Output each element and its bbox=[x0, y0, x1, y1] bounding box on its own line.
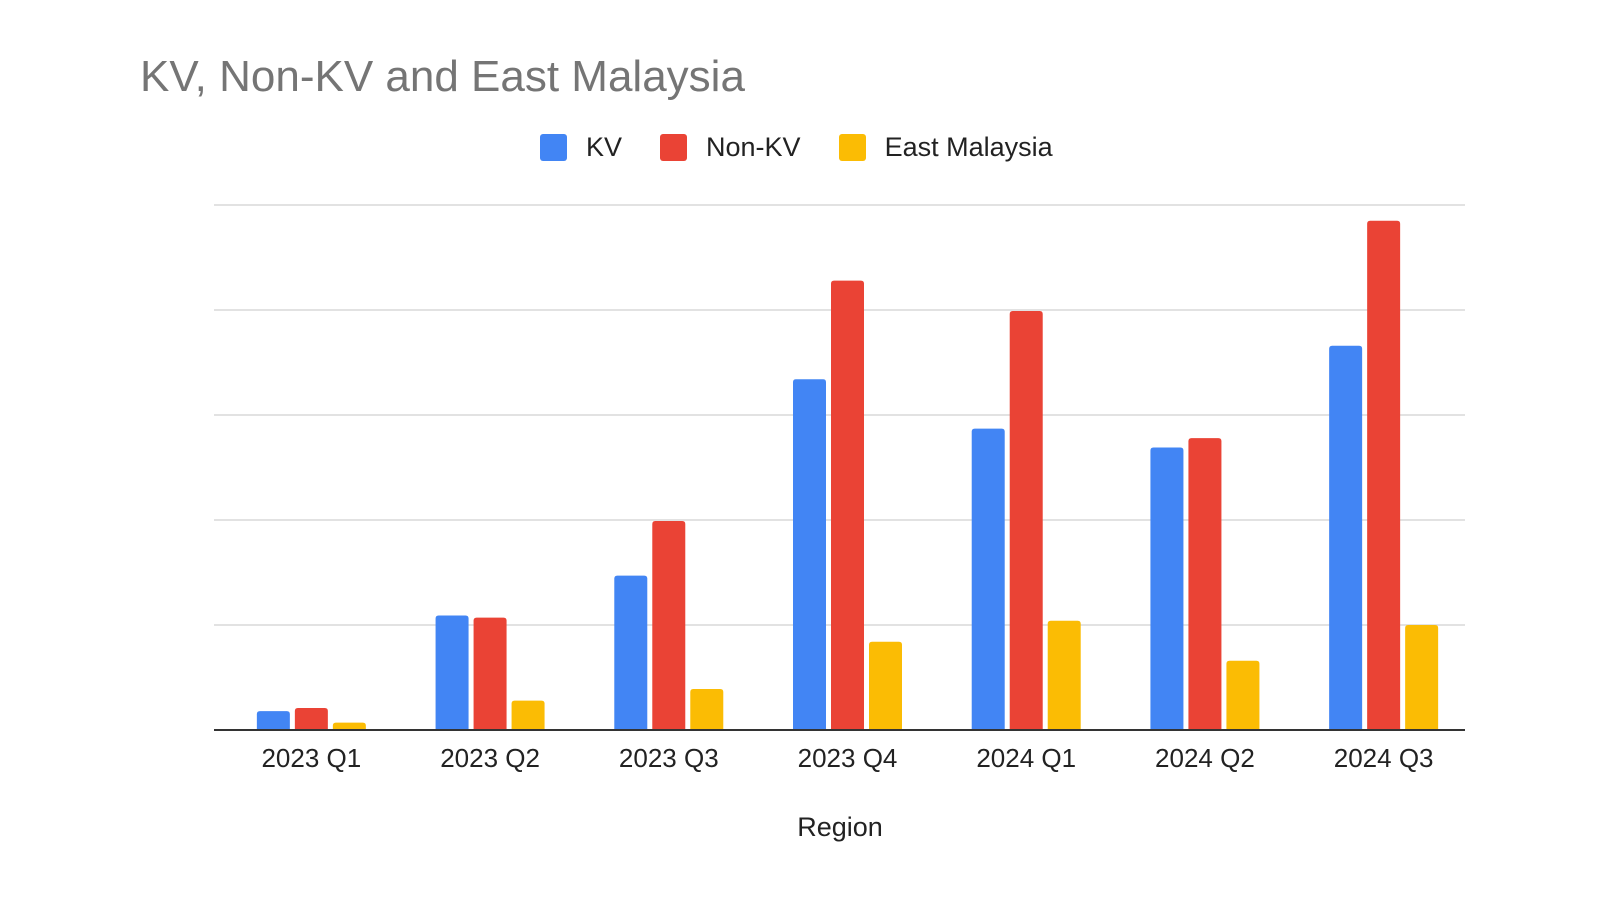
bar-non-kv-2024-q3 bbox=[1367, 220, 1401, 730]
chart-legend: KV Non-KV East Malaysia bbox=[540, 130, 1091, 164]
x-tick-label: 2024 Q3 bbox=[1334, 743, 1434, 773]
x-tick-label: 2024 Q1 bbox=[976, 743, 1076, 773]
legend-item-0: KV bbox=[540, 132, 622, 163]
chart-title: KV, Non-KV and East Malaysia bbox=[140, 52, 745, 101]
legend-item-1: Non-KV bbox=[660, 132, 801, 163]
bar-east-malaysia-2023-q2 bbox=[511, 700, 545, 730]
bar-non-kv-2023-q3 bbox=[652, 521, 686, 730]
bar-east-malaysia-2023-q3 bbox=[690, 689, 724, 730]
x-tick-label: 2024 Q2 bbox=[1155, 743, 1255, 773]
bar-non-kv-2023-q4 bbox=[831, 280, 864, 730]
x-tick-labels: 2023 Q1 2023 Q2 2023 Q3 2023 Q4 2024 Q1 2024 … bbox=[261, 743, 1433, 773]
legend-label: East Malaysia bbox=[884, 131, 1053, 162]
bar-kv-2024-q1 bbox=[971, 428, 1005, 730]
bar-non-kv-2023-q1 bbox=[294, 707, 328, 730]
bar-non-kv-2024-q1 bbox=[1009, 311, 1043, 730]
bar-east-malaysia-2023-q1 bbox=[332, 722, 366, 730]
bar-kv-2023-q2 bbox=[435, 615, 469, 730]
x-tick-label: 2023 Q1 bbox=[261, 743, 361, 773]
bar-kv-2023-q3 bbox=[614, 575, 648, 730]
bar-east-malaysia-2024-q3 bbox=[1405, 625, 1439, 730]
legend-swatch bbox=[838, 133, 866, 161]
bar-non-kv-2024-q2 bbox=[1188, 438, 1222, 730]
x-tick-label: 2023 Q2 bbox=[440, 743, 540, 773]
x-tick-label: 2023 Q4 bbox=[798, 743, 898, 773]
bar-kv-2024-q2 bbox=[1150, 447, 1184, 730]
legend-label: KV bbox=[586, 131, 623, 162]
bar-east-malaysia-2024-q1 bbox=[1047, 620, 1081, 730]
x-axis-title: Region bbox=[797, 812, 883, 842]
legend-swatch bbox=[660, 133, 688, 161]
bar-kv-2023-q4 bbox=[793, 379, 826, 730]
x-tick-label: 2023 Q3 bbox=[619, 743, 719, 773]
bar-non-kv-2023-q2 bbox=[473, 617, 507, 730]
bar-east-malaysia-2023-q4 bbox=[869, 641, 902, 730]
bars bbox=[256, 220, 1439, 730]
bar-kv-2023-q1 bbox=[256, 711, 290, 730]
bar-kv-2024-q3 bbox=[1329, 345, 1363, 730]
bar-east-malaysia-2024-q2 bbox=[1226, 660, 1260, 730]
legend-label: Non-KV bbox=[706, 131, 801, 162]
legend-item-2: East Malaysia bbox=[838, 131, 1053, 163]
legend-swatch bbox=[540, 133, 567, 161]
